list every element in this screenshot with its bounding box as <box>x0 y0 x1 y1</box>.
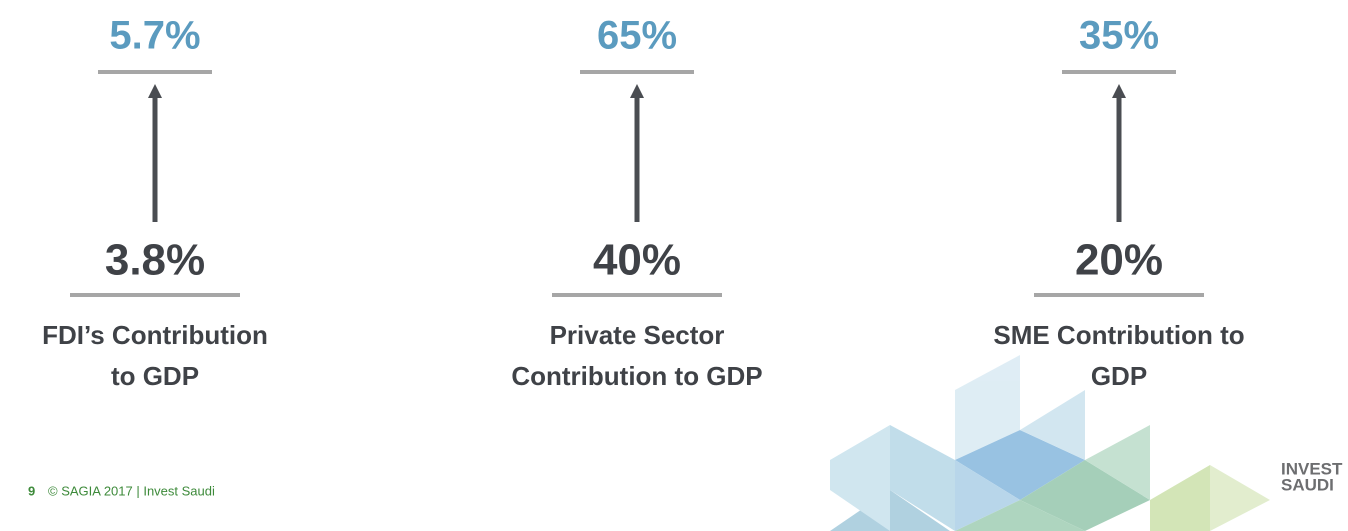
target-value: 35% <box>1079 14 1159 58</box>
metric-label: Contribution to GDP <box>511 361 762 391</box>
metric-label: Private Sector <box>550 320 725 350</box>
footer-text: © SAGIA 2017 | Invest Saudi <box>48 483 215 498</box>
logo-line: INVEST <box>1281 459 1343 478</box>
current-value: 3.8% <box>105 236 205 285</box>
metric-label: GDP <box>1091 361 1147 391</box>
current-value: 40% <box>593 236 681 285</box>
logo-line: SAUDI <box>1281 475 1334 494</box>
decoration <box>830 355 1270 531</box>
target-value: 5.7% <box>109 14 200 58</box>
metric-label: to GDP <box>111 361 199 391</box>
target-value: 65% <box>597 14 677 58</box>
current-value: 20% <box>1075 236 1163 285</box>
arrow-head <box>148 84 162 98</box>
metric-label: SME Contribution to <box>993 320 1244 350</box>
arrow-head <box>1112 84 1126 98</box>
metric-label: FDI’s Contribution <box>42 320 268 350</box>
arrow-head <box>630 84 644 98</box>
page-number: 9 <box>28 483 35 498</box>
